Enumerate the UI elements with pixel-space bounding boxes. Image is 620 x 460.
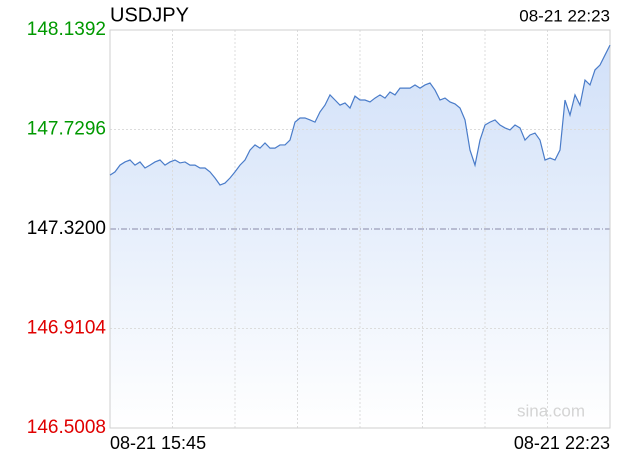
watermark: sina.com (517, 401, 585, 420)
y-tick-label: 147.7296 (27, 119, 106, 140)
chart-title: USDJPY (110, 4, 189, 26)
x-tick-label: 08-21 15:45 (110, 433, 206, 453)
y-tick-label: 146.5008 (27, 417, 106, 438)
x-tick-label: 08-21 22:23 (514, 433, 610, 453)
y-tick-label: 147.3200 (27, 218, 106, 239)
price-line (109, 44, 611, 186)
area-fill (110, 45, 610, 429)
y-tick-label: 148.1392 (27, 19, 106, 40)
y-tick-label: 146.9104 (27, 318, 107, 339)
time-label: 08-21 22:23 (519, 6, 610, 25)
plot-frame (109, 29, 611, 429)
